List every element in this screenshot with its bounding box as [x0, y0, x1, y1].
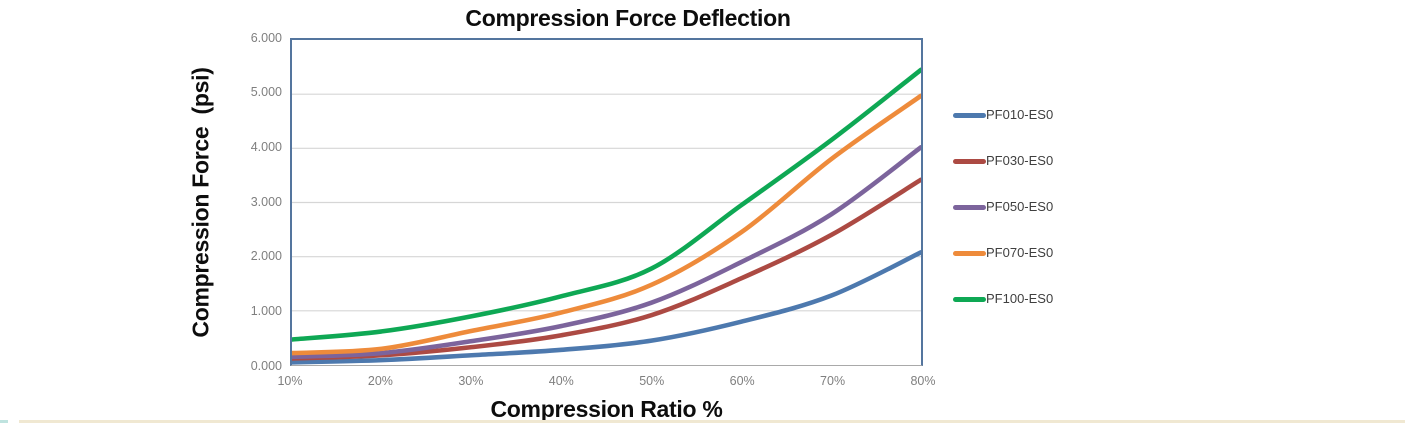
legend-item-PF100-ES0: PF100-ES0: [953, 292, 1053, 306]
x-tick-label: 40%: [548, 374, 574, 388]
legend-label: PF070-ES0: [986, 245, 1054, 260]
legend-item-PF050-ES0: PF050-ES0: [953, 200, 1053, 214]
bottom-accent-line: [0, 420, 8, 423]
y-axis-title-text: Compression Force (psi): [187, 66, 214, 338]
y-tick-label: 3.000: [250, 194, 282, 209]
plot-area: [290, 38, 923, 366]
y-tick-label: 0.000: [250, 358, 282, 373]
x-axis-title: Compression Ratio %: [490, 396, 723, 422]
legend-swatch-icon: [953, 250, 986, 256]
x-tick-label: 20%: [367, 374, 393, 388]
series-line-PF050-ES0: [292, 144, 921, 360]
x-tick-label: 60%: [729, 374, 755, 388]
y-tick-label: 6.000: [250, 30, 282, 45]
x-tick-label: 10%: [277, 374, 303, 388]
y-tick-label: 4.000: [250, 139, 282, 154]
legend-swatch-icon: [953, 204, 986, 210]
x-tick-label: 70%: [820, 374, 846, 388]
bottom-rule-line: [19, 420, 1405, 423]
legend-label: PF100-ES0: [986, 291, 1054, 306]
legend-label: PF010-ES0: [986, 107, 1054, 122]
x-tick-label: 50%: [639, 374, 665, 388]
legend-item-PF030-ES0: PF030-ES0: [953, 154, 1053, 168]
series-line-PF030-ES0: [292, 177, 921, 361]
legend-item-PF010-ES0: PF010-ES0: [953, 108, 1053, 122]
x-tick-label: 30%: [458, 374, 484, 388]
chart-title: Compression Force Deflection: [465, 5, 791, 31]
legend-swatch-icon: [953, 158, 986, 164]
legend-swatch-icon: [953, 296, 986, 302]
legend-swatch-icon: [953, 112, 986, 118]
legend: PF010-ES0 PF030-ES0 PF050-ES0 PF070-ES0 PF10…: [953, 108, 1053, 338]
series-line-PF070-ES0: [292, 93, 921, 356]
y-tick-label: 5.000: [250, 85, 282, 100]
series-line-PF100-ES0: [292, 67, 921, 342]
series-line-PF010-ES0: [292, 250, 921, 365]
legend-label: PF050-ES0: [986, 199, 1054, 214]
y-tick-label: 2.000: [250, 249, 282, 264]
legend-label: PF030-ES0: [986, 153, 1054, 168]
y-tick-label: 1.000: [250, 303, 282, 318]
legend-item-PF070-ES0: PF070-ES0: [953, 246, 1053, 260]
plot-canvas: [292, 67, 921, 365]
x-tick-label: 80%: [910, 374, 936, 388]
y-axis-title: Compression Force (psi): [186, 38, 216, 366]
